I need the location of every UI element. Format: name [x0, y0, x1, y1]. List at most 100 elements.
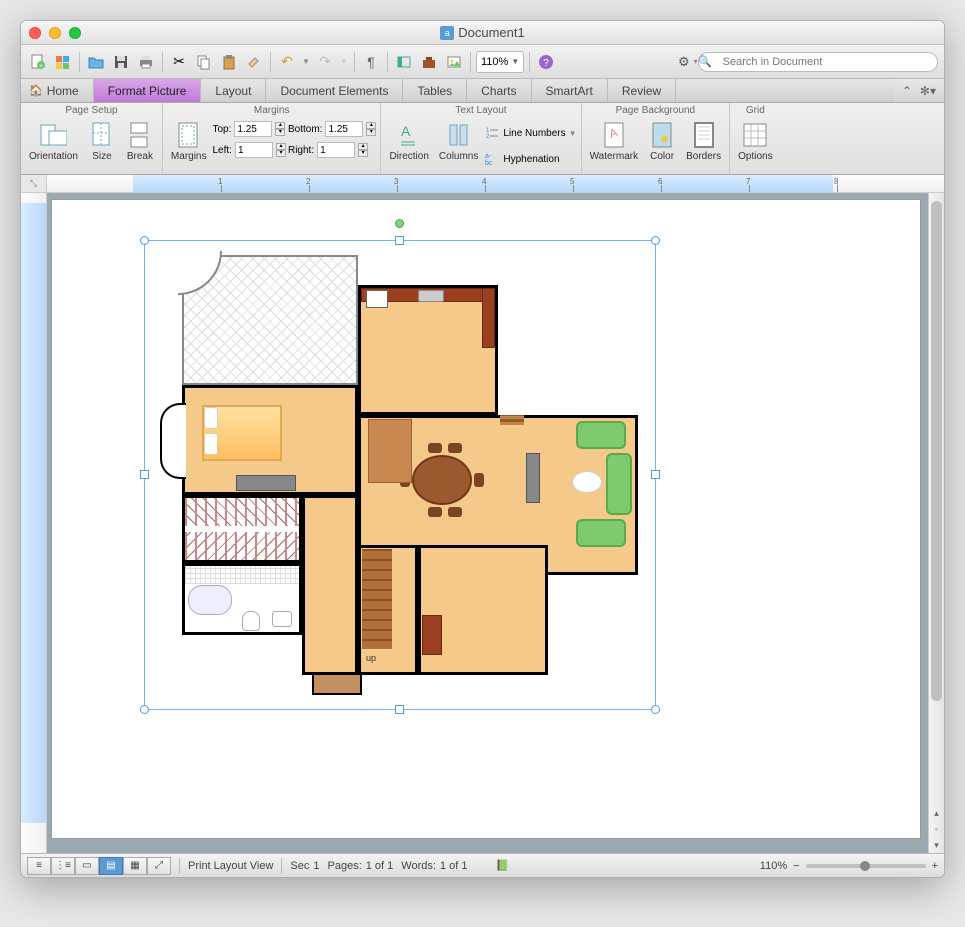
home-icon: 🏠 [29, 84, 43, 97]
group-text-layout: Text Layout ADirection Columns 12Line Nu… [381, 103, 581, 174]
resize-handle-n[interactable] [395, 236, 404, 245]
format-painter-button[interactable] [243, 51, 265, 73]
undo-dropdown[interactable]: ▼ [301, 51, 311, 73]
margin-right-spinner[interactable]: ▴▾ [358, 143, 368, 157]
redo-dropdown[interactable]: ▼ [339, 51, 349, 73]
print-button[interactable] [135, 51, 157, 73]
tab-format-picture[interactable]: Format Picture [94, 79, 202, 102]
page-borders-button[interactable]: Borders [682, 119, 725, 164]
resize-handle-sw[interactable] [140, 705, 149, 714]
fp-closet-hatch [185, 498, 299, 526]
redo-button[interactable]: ↷ [314, 51, 336, 73]
fp-closet-hatch-2 [185, 532, 299, 560]
cut-button[interactable]: ✂ [168, 51, 190, 73]
collapse-ribbon-button[interactable]: ⌃ [902, 84, 912, 98]
tab-smartart[interactable]: SmartArt [532, 79, 608, 102]
resize-handle-e[interactable] [651, 470, 660, 479]
vertical-ruler[interactable] [21, 193, 47, 853]
resize-handle-se[interactable] [651, 705, 660, 714]
zoom-in-button[interactable]: + [932, 860, 938, 872]
size-button[interactable]: Size [84, 119, 120, 164]
ribbon-settings-icon[interactable]: ✻▾ [920, 84, 936, 98]
toolbox-button[interactable] [418, 51, 440, 73]
scroll-page-button[interactable]: ◦ [929, 821, 944, 837]
margin-top-input[interactable] [234, 121, 272, 137]
resize-handle-nw[interactable] [140, 236, 149, 245]
margin-left-input[interactable] [235, 142, 273, 158]
gallery-button[interactable] [443, 51, 465, 73]
view-outline-button[interactable]: ⋮≡ [51, 857, 75, 875]
columns-button[interactable]: Columns [435, 119, 482, 164]
tab-document-elements[interactable]: Document Elements [266, 79, 403, 102]
zoom-value[interactable]: 110% [760, 860, 787, 872]
margin-right-input[interactable] [317, 142, 355, 158]
orientation-button[interactable]: Orientation [25, 119, 82, 164]
scroll-up-button[interactable]: ▴ [929, 805, 944, 821]
margin-bottom-spinner[interactable]: ▴▾ [366, 122, 376, 136]
spell-check-icon[interactable]: 📗 [495, 859, 509, 872]
fp-toilet [242, 611, 260, 631]
resize-handle-s[interactable] [395, 705, 404, 714]
resize-handle-w[interactable] [140, 470, 149, 479]
zoom-slider[interactable] [806, 864, 926, 868]
tab-layout[interactable]: Layout [201, 79, 266, 102]
save-button[interactable] [110, 51, 132, 73]
copy-button[interactable] [193, 51, 215, 73]
fp-chair-2 [448, 443, 462, 453]
undo-button[interactable]: ↶ [276, 51, 298, 73]
new-document-button[interactable]: + [27, 51, 49, 73]
rotate-handle[interactable] [395, 219, 404, 228]
view-draft-button[interactable]: ≡ [27, 857, 51, 875]
margins-button[interactable]: Margins [167, 119, 211, 164]
break-button[interactable]: Break [122, 119, 158, 164]
search-options-icon[interactable]: ⚙ [678, 54, 690, 70]
view-notebook-button[interactable]: ▦ [123, 857, 147, 875]
show-formatting-button[interactable]: ¶ [360, 51, 382, 73]
tab-tables[interactable]: Tables [403, 79, 467, 102]
fp-sofa-right [606, 453, 632, 515]
resize-handle-ne[interactable] [651, 236, 660, 245]
view-focus-button[interactable]: ⤢ [147, 857, 171, 875]
standard-toolbar: + ✂ ↶ ▼ ↷ ▼ ¶ 110%▼ ? ⚙▾ 🔍 [21, 45, 944, 79]
grid-options-button[interactable]: Options [734, 119, 776, 164]
group-page-background: Page Background AWatermark Color Borders [582, 103, 731, 174]
horizontal-ruler[interactable]: ⤡ 12345678 [21, 175, 944, 193]
margin-bottom-input[interactable] [325, 121, 363, 137]
tab-charts[interactable]: Charts [467, 79, 531, 102]
templates-button[interactable] [52, 51, 74, 73]
document-canvas[interactable]: up [47, 193, 928, 853]
open-button[interactable] [85, 51, 107, 73]
tab-review[interactable]: Review [608, 79, 676, 102]
floorplan-picture[interactable]: up [172, 255, 642, 695]
help-button[interactable]: ? [535, 51, 557, 73]
fp-brick-1 [500, 415, 524, 425]
document-area: up ▴ ◦ ▾ [21, 193, 944, 853]
direction-button[interactable]: ADirection [385, 119, 432, 164]
zoom-dropdown[interactable]: 110%▼ [476, 51, 524, 73]
paste-button[interactable] [218, 51, 240, 73]
zoom-out-button[interactable]: − [793, 860, 799, 872]
page-color-button[interactable]: Color [644, 119, 680, 164]
fp-sink-bath [272, 611, 292, 627]
line-numbers-button[interactable]: 12Line Numbers▼ [484, 123, 576, 143]
sec-value: 1 [313, 860, 319, 872]
fp-chair-1 [428, 443, 442, 453]
watermark-button[interactable]: AWatermark [586, 119, 643, 164]
margin-top-spinner[interactable]: ▴▾ [275, 122, 285, 136]
fp-chair-4 [448, 507, 462, 517]
view-print-layout-button[interactable]: ▤ [99, 857, 123, 875]
ruler-corner[interactable]: ⤡ [21, 175, 47, 192]
titlebar: aDocument1 [21, 21, 944, 45]
vertical-scrollbar[interactable]: ▴ ◦ ▾ [928, 193, 944, 853]
scroll-down-button[interactable]: ▾ [929, 837, 944, 853]
view-publishing-button[interactable]: ▭ [75, 857, 99, 875]
margin-left-spinner[interactable]: ▴▾ [276, 143, 286, 157]
svg-text:?: ? [543, 58, 549, 69]
sidebar-button[interactable] [393, 51, 415, 73]
search-input[interactable] [698, 52, 938, 72]
group-page-setup: Page Setup Orientation Size Break [21, 103, 163, 174]
hyphenation-button[interactable]: a-bcHyphenation [484, 149, 576, 169]
page[interactable]: up [51, 199, 921, 839]
tab-home[interactable]: 🏠Home [21, 79, 94, 102]
margin-bottom-label: Bottom: [288, 124, 322, 135]
